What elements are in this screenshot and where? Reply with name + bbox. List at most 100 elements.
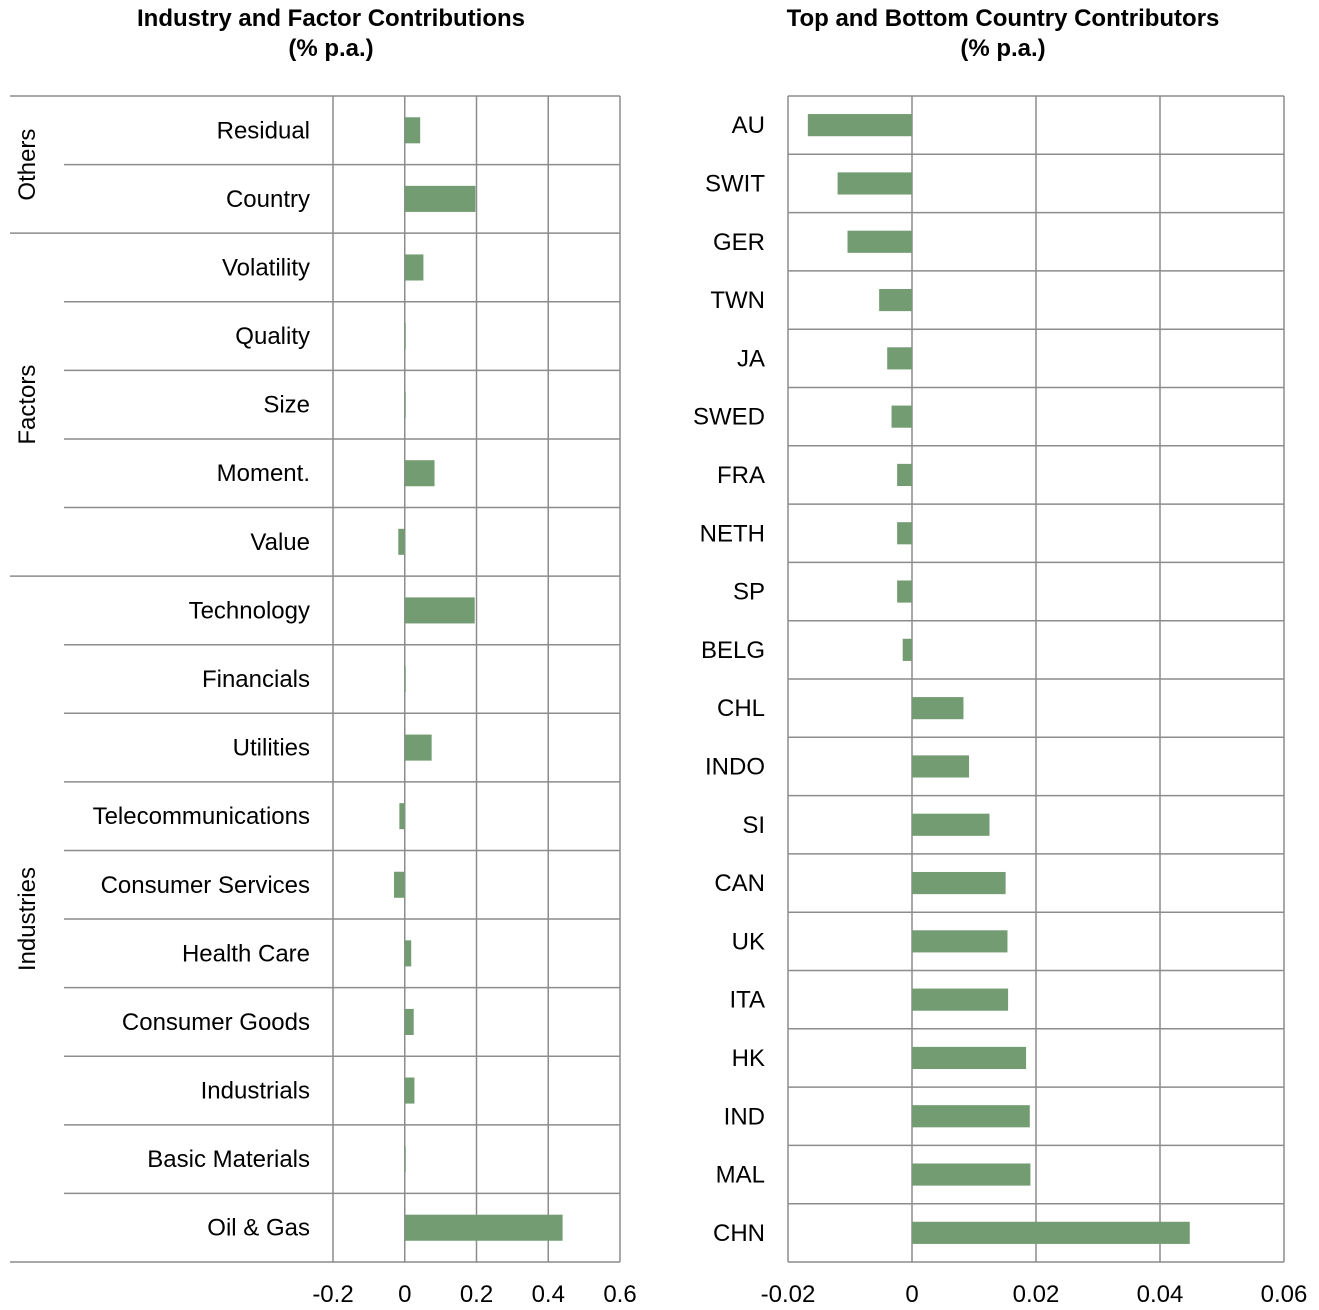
right-bar-uk bbox=[912, 930, 1008, 953]
right-tick-1: 0 bbox=[905, 1281, 918, 1308]
right-bar-mal bbox=[912, 1163, 1031, 1186]
right-bar-au bbox=[807, 114, 912, 137]
left-group-industries: Industries bbox=[14, 867, 41, 971]
left-bar-value bbox=[398, 528, 405, 555]
left-bar-basic-materials bbox=[404, 1146, 406, 1173]
right-category-si: SI bbox=[742, 812, 765, 839]
left-category-basic-materials: Basic Materials bbox=[147, 1146, 310, 1173]
right-category-uk: UK bbox=[732, 928, 765, 955]
right-category-au: AU bbox=[732, 112, 765, 139]
left-group-factors: Factors bbox=[14, 365, 41, 445]
left-category-labels: Residual Country Volatility Quality Size Mome… bbox=[93, 117, 310, 1241]
right-bar-hk bbox=[912, 1046, 1027, 1070]
left-bar-volatility bbox=[404, 254, 424, 281]
right-category-can: CAN bbox=[714, 870, 765, 897]
left-bar-country bbox=[404, 185, 476, 212]
right-bar-ja bbox=[887, 347, 912, 370]
country-contributors-chart: Top and Bottom Country Contributors (% p… bbox=[693, 5, 1307, 1308]
right-category-belg: BELG bbox=[701, 637, 765, 664]
left-group-labels: Others Factors Industries bbox=[14, 129, 41, 972]
left-bar-industrials bbox=[404, 1077, 415, 1104]
right-bar-sp bbox=[897, 580, 912, 603]
right-category-sp: SP bbox=[733, 579, 765, 606]
right-chart-title: Top and Bottom Country Contributors bbox=[787, 5, 1220, 32]
right-bars bbox=[807, 114, 1190, 1244]
right-category-hk: HK bbox=[732, 1045, 765, 1072]
right-row-separators bbox=[788, 95, 1284, 1263]
left-bar-health-care bbox=[404, 940, 412, 967]
left-tick-3: 0.4 bbox=[532, 1281, 565, 1308]
left-category-telecommunications: Telecommunications bbox=[93, 803, 310, 830]
left-category-industrials: Industrials bbox=[201, 1078, 310, 1105]
right-bar-si bbox=[912, 813, 990, 836]
right-chart-subtitle: (% p.a.) bbox=[960, 35, 1045, 62]
right-tick-0: -0.02 bbox=[761, 1281, 816, 1308]
left-row-separators bbox=[10, 95, 620, 1263]
left-chart-subtitle: (% p.a.) bbox=[288, 35, 373, 62]
right-bar-chn bbox=[912, 1221, 1190, 1244]
left-bar-moment bbox=[404, 460, 435, 487]
left-bar-quality bbox=[404, 323, 406, 350]
left-bar-utilities bbox=[404, 734, 432, 761]
right-tick-4: 0.06 bbox=[1261, 1281, 1308, 1308]
left-tick-2: 0.2 bbox=[460, 1281, 493, 1308]
right-category-mal: MAL bbox=[716, 1162, 765, 1189]
right-category-fra: FRA bbox=[717, 462, 765, 489]
left-gridlines bbox=[332, 96, 621, 1262]
right-category-twn: TWN bbox=[710, 287, 765, 314]
right-category-ger: GER bbox=[713, 229, 765, 256]
right-bar-swit bbox=[837, 172, 912, 195]
left-category-moment: Moment. bbox=[217, 460, 310, 487]
left-category-oil-and-gas: Oil & Gas bbox=[207, 1215, 310, 1242]
right-bar-ger bbox=[847, 230, 912, 253]
right-bar-ind bbox=[912, 1105, 1030, 1128]
right-bar-ita bbox=[912, 988, 1009, 1011]
left-bar-financials bbox=[404, 665, 406, 693]
left-tick-labels: -0.2 0 0.2 0.4 0.6 bbox=[312, 1281, 636, 1308]
right-category-labels: AU SWIT GER TWN JA SWED FRA NETH SP BELG CHL INDO SI… bbox=[693, 112, 765, 1247]
left-category-size: Size bbox=[263, 392, 310, 419]
right-category-ind: IND bbox=[724, 1103, 765, 1130]
left-bar-oil-and-gas bbox=[404, 1214, 563, 1241]
left-category-country: Country bbox=[226, 186, 310, 213]
left-tick-4: 0.6 bbox=[603, 1281, 636, 1308]
right-category-chn: CHN bbox=[713, 1220, 765, 1247]
left-tick-0: -0.2 bbox=[312, 1281, 353, 1308]
right-category-swit: SWIT bbox=[705, 170, 765, 197]
left-category-volatility: Volatility bbox=[222, 254, 310, 281]
right-bar-swed bbox=[891, 405, 912, 428]
right-bar-chl bbox=[912, 697, 964, 720]
left-category-consumer-services: Consumer Services bbox=[101, 872, 310, 899]
left-bar-residual bbox=[404, 117, 421, 144]
left-chart-title: Industry and Factor Contributions bbox=[137, 5, 525, 32]
right-tick-2: 0.02 bbox=[1013, 1281, 1060, 1308]
left-category-utilities: Utilities bbox=[233, 735, 310, 762]
right-category-indo: INDO bbox=[705, 753, 765, 780]
right-category-neth: NETH bbox=[700, 520, 765, 547]
left-bars bbox=[393, 117, 563, 1241]
left-category-consumer-goods: Consumer Goods bbox=[122, 1009, 310, 1036]
left-bar-size bbox=[404, 391, 406, 418]
left-bar-consumer-goods bbox=[404, 1008, 414, 1035]
right-bar-belg bbox=[902, 638, 912, 661]
left-group-others: Others bbox=[14, 129, 41, 201]
left-category-financials: Financials bbox=[202, 666, 310, 693]
left-bar-telecommunications bbox=[399, 803, 405, 830]
left-category-health-care: Health Care bbox=[182, 940, 310, 967]
right-bar-indo bbox=[912, 755, 970, 778]
industry-factor-chart: Industry and Factor Contributions (% p.a… bbox=[10, 5, 637, 1308]
left-bar-consumer-services bbox=[393, 871, 405, 898]
left-category-residual: Residual bbox=[217, 117, 310, 144]
right-category-ita: ITA bbox=[729, 987, 765, 1014]
right-category-ja: JA bbox=[737, 345, 765, 372]
right-tick-labels: -0.02 0 0.02 0.04 0.06 bbox=[761, 1281, 1308, 1308]
right-bar-twn bbox=[879, 288, 912, 312]
left-category-technology: Technology bbox=[189, 597, 310, 624]
right-bar-fra bbox=[897, 463, 912, 487]
left-tick-1: 0 bbox=[398, 1281, 411, 1308]
right-bar-can bbox=[912, 871, 1006, 895]
right-tick-3: 0.04 bbox=[1137, 1281, 1184, 1308]
right-category-chl: CHL bbox=[717, 695, 765, 722]
left-category-quality: Quality bbox=[235, 323, 310, 350]
